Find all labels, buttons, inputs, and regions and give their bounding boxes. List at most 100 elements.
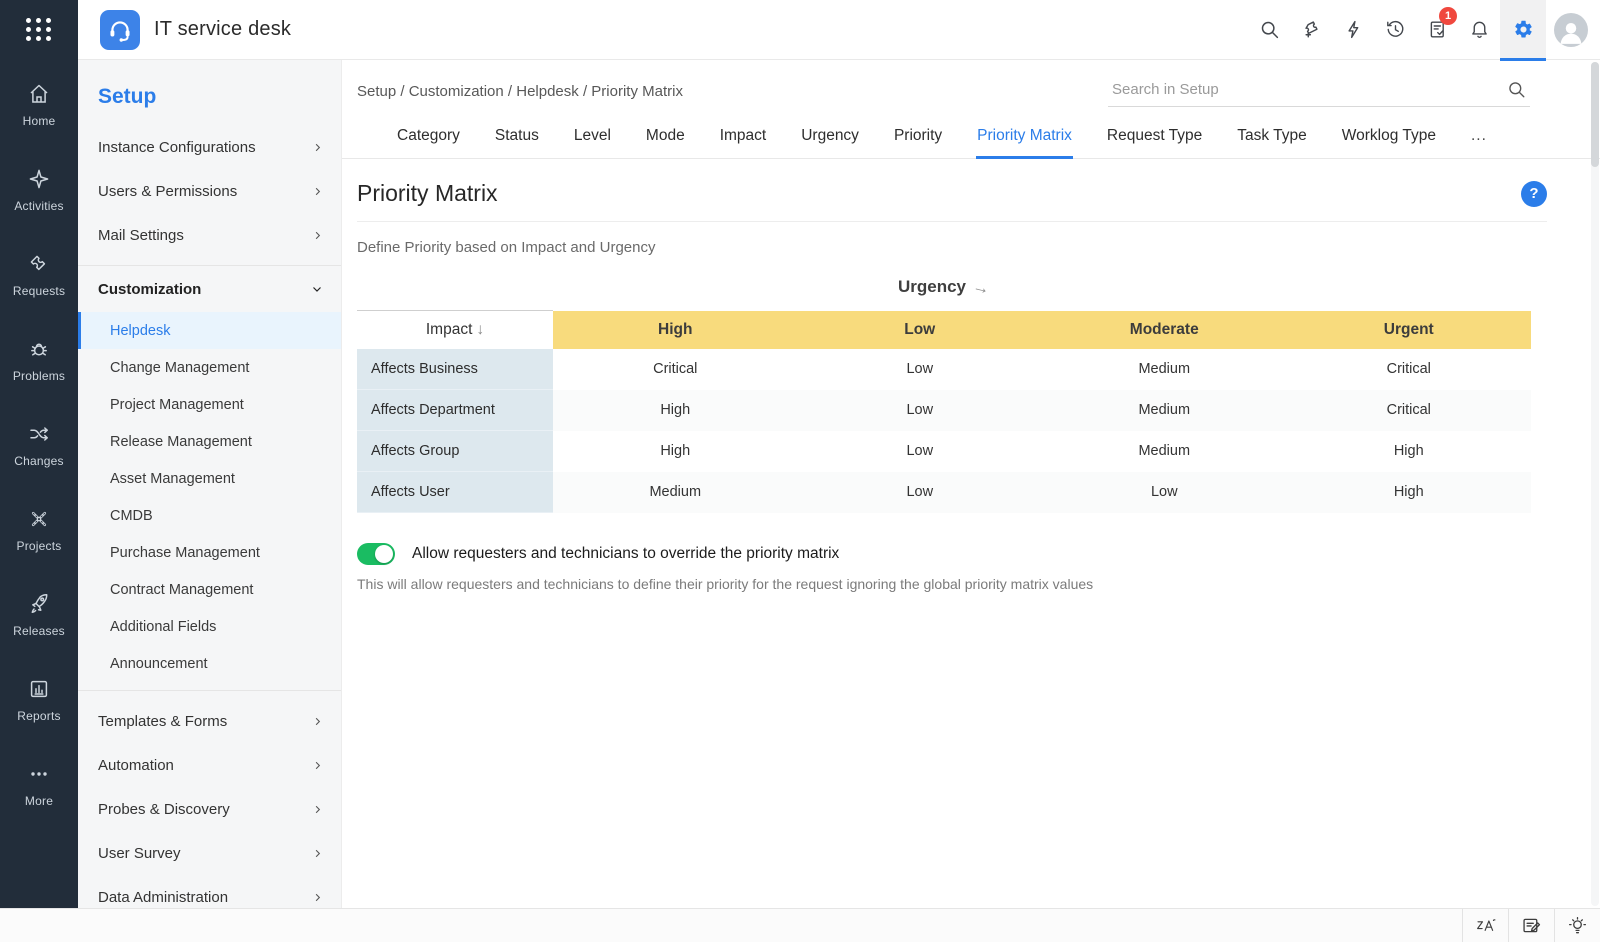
new-request-ticket-icon[interactable]: [1290, 0, 1332, 60]
tab-task-type[interactable]: Task Type: [1237, 127, 1307, 144]
breadcrumb[interactable]: Setup / Customization / Helpdesk / Prior…: [357, 82, 683, 100]
matrix-cell[interactable]: Low: [797, 348, 1042, 390]
tab-urgency[interactable]: Urgency: [801, 127, 859, 144]
override-toggle[interactable]: [357, 543, 395, 565]
matrix-cell[interactable]: High: [1286, 430, 1531, 472]
ellipsis-icon: [31, 771, 47, 776]
task-report-icon[interactable]: 1: [1416, 0, 1458, 60]
chevron-down-icon: [313, 287, 321, 292]
matrix-cell[interactable]: Medium: [1042, 389, 1287, 431]
matrix-cell[interactable]: Low: [797, 471, 1042, 513]
setup-item-users-permissions[interactable]: Users & Permissions: [78, 169, 341, 213]
setup-subitem-label: Contract Management: [110, 581, 254, 598]
setup-subitem-cmdb[interactable]: CMDB: [78, 497, 341, 534]
sidebar-item-projects[interactable]: Projects: [0, 487, 78, 572]
app-launcher-button[interactable]: [0, 0, 78, 60]
setup-item-probes-discovery[interactable]: Probes & Discovery: [78, 787, 341, 831]
setup-item-mail-settings[interactable]: Mail Settings: [78, 213, 341, 257]
matrix-cell[interactable]: Low: [797, 389, 1042, 431]
matrix-cell[interactable]: Critical: [1286, 348, 1531, 390]
notification-badge: 1: [1439, 6, 1457, 25]
setup-item-data-administration[interactable]: Data Administration: [78, 875, 341, 908]
shuffle-icon: [30, 426, 48, 441]
tab-overflow-more[interactable]: ...: [1471, 127, 1487, 144]
matrix-cell[interactable]: Low: [1042, 471, 1287, 513]
page-title: Priority Matrix: [357, 180, 498, 206]
brand: IT service desk: [100, 9, 291, 50]
setup-subitem-label: Additional Fields: [110, 618, 217, 635]
sidebar-item-activities[interactable]: Activities: [0, 147, 78, 232]
matrix-cell[interactable]: Low: [797, 430, 1042, 472]
user-avatar[interactable]: [1554, 12, 1588, 47]
footer-bar: [0, 908, 1600, 942]
setup-subitem-additional-fields[interactable]: Additional Fields: [78, 608, 341, 645]
sidebar-item-more[interactable]: More: [0, 742, 78, 827]
feedback-edit-icon[interactable]: [1508, 909, 1554, 942]
matrix-cell[interactable]: High: [553, 430, 798, 472]
tab-mode[interactable]: Mode: [645, 127, 685, 144]
tab-worklog-type[interactable]: Worklog Type: [1341, 127, 1436, 144]
column-header-moderate: Moderate: [1042, 310, 1287, 349]
matrix-cell[interactable]: Critical: [1286, 389, 1531, 431]
setup-subitem-contract-management[interactable]: Contract Management: [78, 571, 341, 608]
sidebar-item-requests[interactable]: Requests: [0, 232, 78, 317]
home-icon: [30, 84, 48, 103]
matrix-cell[interactable]: High: [1286, 471, 1531, 513]
tab-priority[interactable]: Priority: [893, 127, 943, 144]
sidebar-item-home[interactable]: Home: [0, 62, 78, 147]
column-header-low: Low: [797, 310, 1042, 349]
sidebar-item-problems[interactable]: Problems: [0, 317, 78, 402]
setup-subitem-label: Change Management: [110, 359, 250, 376]
search-input[interactable]: [1112, 81, 1507, 98]
bell-icon[interactable]: [1458, 0, 1500, 60]
setup-item-automation[interactable]: Automation: [78, 743, 341, 787]
scrollbar-thumb[interactable]: [1591, 62, 1599, 167]
quick-actions-flash-icon[interactable]: [1332, 0, 1374, 60]
chevron-right-icon: [315, 143, 321, 151]
setup-item-label: Probes & Discovery: [98, 800, 230, 818]
setup-item-customization[interactable]: Customization: [78, 266, 341, 312]
setup-item-templates-forms[interactable]: Templates & Forms: [78, 699, 341, 743]
matrix-cell[interactable]: High: [553, 389, 798, 431]
tab-priority-matrix[interactable]: Priority Matrix: [976, 116, 1073, 159]
history-icon[interactable]: [1374, 0, 1416, 60]
setup-subitem-change-management[interactable]: Change Management: [78, 349, 341, 386]
setup-item-user-survey[interactable]: User Survey: [78, 831, 341, 875]
tab-impact[interactable]: Impact: [719, 127, 767, 144]
tab-level[interactable]: Level: [573, 127, 611, 144]
sidebar-item-changes[interactable]: Changes: [0, 402, 78, 487]
tab-status[interactable]: Status: [494, 127, 539, 144]
override-toggle-description: This will allow requesters and technicia…: [357, 576, 1094, 592]
tab-request-type[interactable]: Request Type: [1106, 127, 1203, 144]
matrix-cell[interactable]: Medium: [1042, 348, 1287, 390]
zia-assistant-icon[interactable]: [1462, 909, 1508, 942]
matrix-cell[interactable]: Medium: [553, 471, 798, 513]
row-label: Affects Business: [357, 348, 553, 390]
table-row: Affects Business Critical Low Medium Cri…: [357, 348, 1531, 390]
sidebar-item-reports[interactable]: Reports: [0, 657, 78, 742]
setup-item-label: Customization: [98, 280, 202, 298]
sidebar-item-label: Activities: [14, 198, 64, 213]
setup-subitem-announcement[interactable]: Announcement: [78, 645, 341, 682]
matrix-cell[interactable]: Critical: [553, 348, 798, 390]
tab-category[interactable]: Category: [397, 127, 460, 144]
help-icon[interactable]: ?: [1521, 180, 1547, 207]
search-icon[interactable]: [1248, 0, 1290, 60]
setup-item-instance-configurations[interactable]: Instance Configurations: [78, 125, 341, 169]
divider: [357, 221, 1547, 222]
setup-subitem-project-management[interactable]: Project Management: [78, 386, 341, 423]
setup-subitem-release-management[interactable]: Release Management: [78, 423, 341, 460]
setup-subitem-asset-management[interactable]: Asset Management: [78, 460, 341, 497]
setup-subitem-helpdesk[interactable]: Helpdesk: [78, 312, 341, 349]
setup-subitem-label: CMDB: [110, 507, 153, 524]
row-label: Affects Group: [357, 430, 553, 472]
setup-item-label: Templates & Forms: [98, 712, 228, 730]
setup-subitem-purchase-management[interactable]: Purchase Management: [78, 534, 341, 571]
sidebar-item-label: Requests: [12, 283, 66, 298]
matrix-cell[interactable]: Medium: [1042, 430, 1287, 472]
sidebar-item-releases[interactable]: Releases: [0, 572, 78, 657]
search-icon[interactable]: [1507, 80, 1526, 99]
lightbulb-icon[interactable]: [1554, 909, 1600, 942]
settings-gear-icon[interactable]: [1500, 0, 1546, 61]
divider: [78, 265, 341, 266]
